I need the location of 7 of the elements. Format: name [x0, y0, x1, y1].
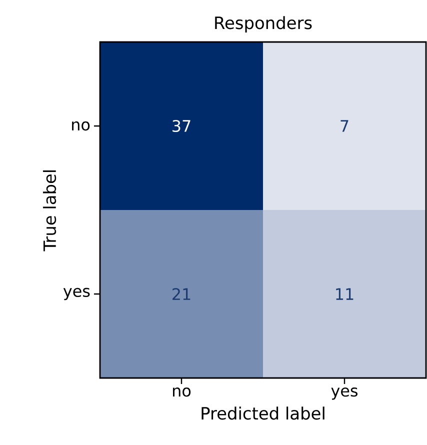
x-axis-title: Predicted label [202, 406, 324, 420]
chart-title: Responders [215, 16, 312, 32]
data-label: 11 [336, 288, 354, 300]
y-axis-title: True label [42, 170, 56, 252]
data-label: 7 [340, 120, 348, 132]
data-label: 21 [172, 288, 190, 300]
data-label: 37 [172, 120, 190, 132]
